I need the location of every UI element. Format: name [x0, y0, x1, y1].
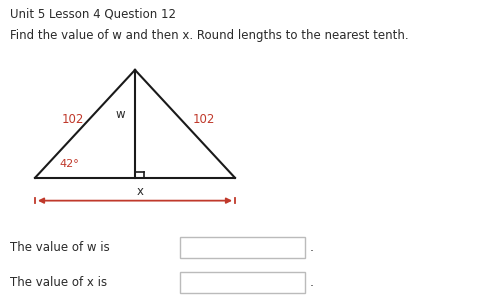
Text: .: .: [310, 241, 314, 254]
Text: 102: 102: [62, 113, 84, 126]
Text: 102: 102: [193, 113, 215, 126]
Text: The value of x is: The value of x is: [10, 276, 107, 289]
Bar: [180, 237, 305, 258]
Text: w: w: [115, 108, 125, 121]
Text: Unit 5 Lesson 4 Question 12: Unit 5 Lesson 4 Question 12: [10, 8, 176, 21]
Text: Find the value of w and then x. Round lengths to the nearest tenth.: Find the value of w and then x. Round le…: [10, 29, 408, 42]
Text: x: x: [136, 185, 143, 198]
Text: .: .: [310, 276, 314, 289]
Text: The value of w is: The value of w is: [10, 241, 110, 254]
Text: 42°: 42°: [59, 159, 79, 169]
Bar: [180, 272, 305, 293]
